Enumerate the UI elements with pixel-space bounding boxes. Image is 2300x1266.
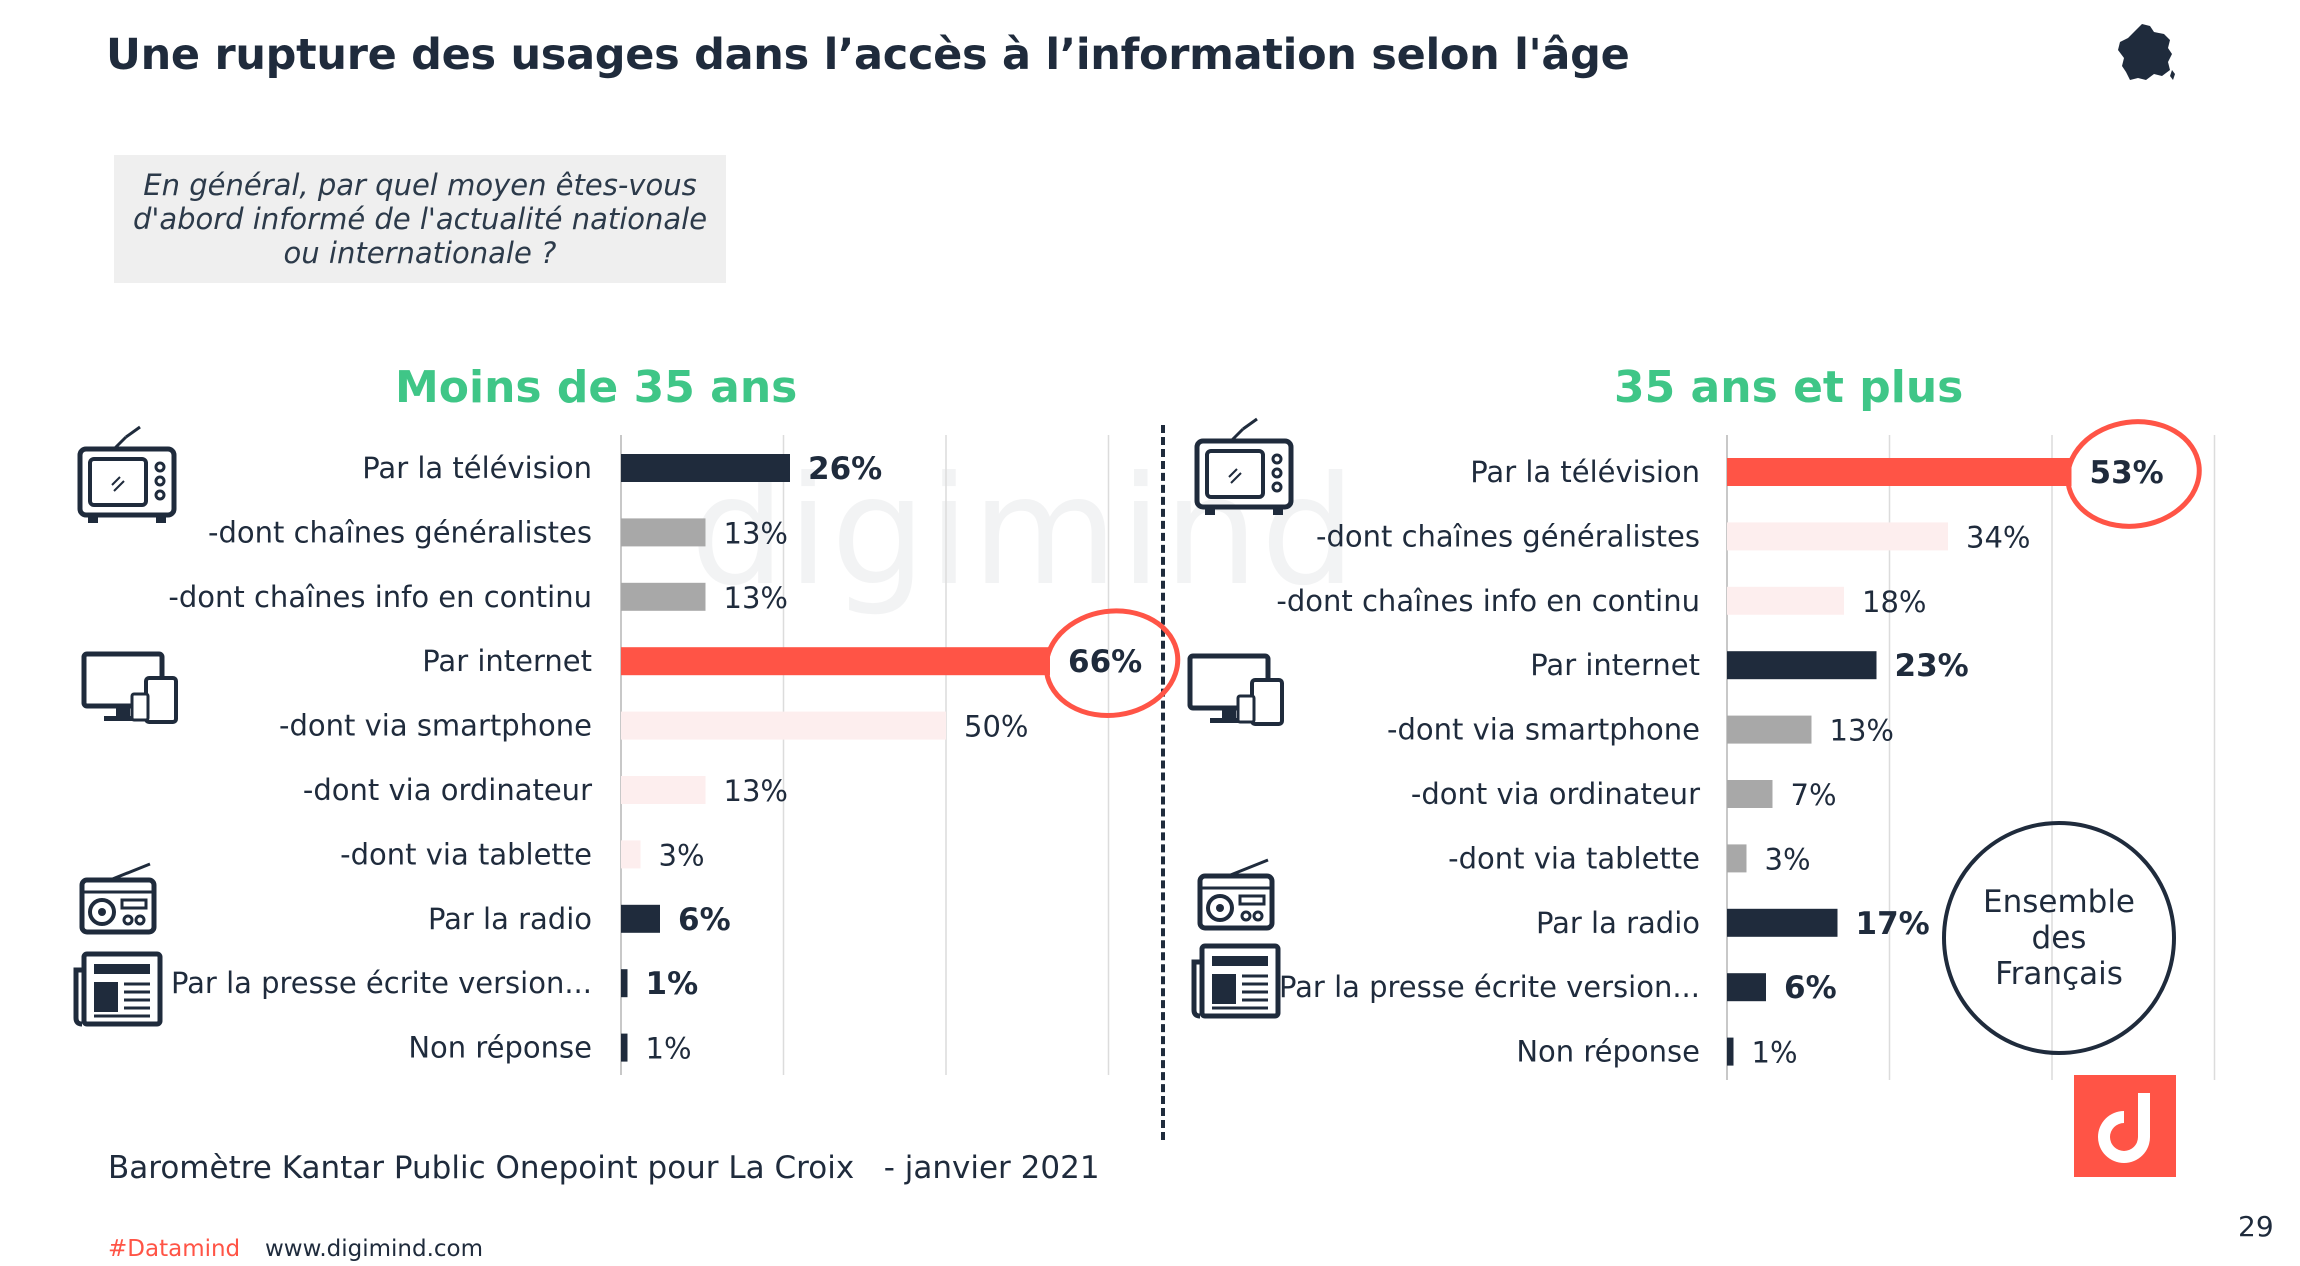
category-label: Par la presse écrite version... (1279, 970, 1700, 1004)
value-label: 1% (1752, 1036, 1798, 1070)
category-label: Non réponse (408, 1031, 592, 1065)
value-label: 53% (2090, 455, 2164, 491)
category-label: Par la radio (1536, 906, 1700, 940)
bar (621, 969, 628, 998)
bar (621, 647, 1050, 676)
category-label: -dont via tablette (340, 837, 592, 871)
value-label: 17% (1856, 906, 1930, 942)
value-label: 13% (724, 581, 788, 615)
computer-devices-icon (81, 651, 178, 724)
bar (1727, 651, 1877, 680)
bar (621, 582, 706, 611)
value-label: 6% (678, 902, 731, 938)
category-label: Non réponse (1516, 1035, 1700, 1069)
television-icon (1194, 417, 1294, 515)
highlight-circle (1043, 608, 1181, 719)
france-map-icon (2118, 24, 2175, 80)
category-label: -dont via smartphone (1387, 713, 1700, 747)
category-label: Par internet (1530, 648, 1700, 682)
page-title: Une rupture des usages dans l’accès à l’… (106, 30, 1630, 80)
bar (621, 904, 660, 933)
value-label: 26% (808, 451, 882, 487)
bar (621, 518, 706, 547)
computer-devices-icon (1187, 653, 1284, 726)
digimind-logo-icon (2074, 1075, 2176, 1177)
source-note: Baromètre Kantar Public Onepoint pour La… (108, 1150, 1100, 1186)
value-label: 3% (659, 838, 705, 872)
bar (1727, 1037, 1734, 1066)
value-label: 66% (1068, 644, 1142, 680)
group-title-under-35: Moins de 35 ans (395, 362, 798, 413)
bar (621, 454, 790, 482)
bar (1727, 908, 1838, 937)
category-label: -dont via ordinateur (303, 773, 592, 807)
bar (1727, 586, 1844, 615)
value-label: 23% (1895, 648, 1969, 684)
question-box: En général, par quel moyen êtes-vous d'a… (114, 155, 726, 283)
bar (1727, 844, 1747, 873)
category-label: -dont chaînes généralistes (1316, 519, 1700, 553)
footer-hashtag[interactable]: #Datamind (108, 1236, 241, 1262)
bar (621, 840, 641, 869)
ensemble-badge: Ensemble des Français (1942, 821, 2176, 1055)
value-label: 1% (646, 966, 699, 1002)
bar (1727, 715, 1812, 744)
value-label: 1% (646, 1032, 692, 1066)
value-label: 13% (724, 774, 788, 808)
bar (1727, 458, 2072, 486)
value-label: 18% (1862, 585, 1926, 619)
bar (1727, 780, 1773, 808)
radio-icon (1197, 858, 1275, 931)
category-label: Par internet (422, 644, 592, 678)
value-label: 13% (1830, 714, 1894, 748)
value-label: 3% (1765, 842, 1811, 876)
newspaper-icon (1191, 943, 1281, 1019)
value-label: 13% (724, 516, 788, 550)
category-label: -dont via ordinateur (1411, 777, 1700, 811)
chart-panel-1: Par la télévision 53% -dont chaînes généra… (1276, 419, 2216, 1080)
page-number: 29 (2238, 1210, 2274, 1243)
category-label: -dont chaînes généralistes (208, 515, 592, 549)
group-title-35-plus: 35 ans et plus (1614, 362, 1964, 413)
value-label: 7% (1791, 778, 1837, 812)
category-label: -dont via smartphone (279, 709, 592, 743)
category-label: Par la presse écrite version... (171, 966, 592, 1000)
bar (621, 1033, 628, 1062)
category-label: -dont chaînes info en continu (168, 580, 592, 614)
category-label: -dont chaînes info en continu (1276, 584, 1700, 618)
value-label: 50% (964, 710, 1028, 744)
footer-url[interactable]: www.digimind.com (265, 1236, 484, 1262)
chart-panel-0: Par la télévision 26% -dont chaînes généra… (168, 435, 1181, 1075)
category-label: Par la radio (428, 902, 592, 936)
value-label: 34% (1966, 520, 2030, 554)
watermark: digimind (690, 445, 1358, 619)
bar (1727, 973, 1766, 1002)
television-icon (77, 425, 177, 523)
category-label: Par la télévision (362, 451, 592, 485)
bar (621, 776, 706, 804)
bar (621, 711, 946, 740)
radio-icon (79, 862, 157, 935)
panel-divider (1161, 425, 1165, 1140)
value-label: 6% (1784, 970, 1837, 1006)
bar (1727, 522, 1948, 551)
newspaper-icon (73, 951, 163, 1027)
highlight-circle (2065, 419, 2202, 529)
category-label: Par la télévision (1470, 455, 1700, 489)
category-label: -dont via tablette (1448, 841, 1700, 875)
